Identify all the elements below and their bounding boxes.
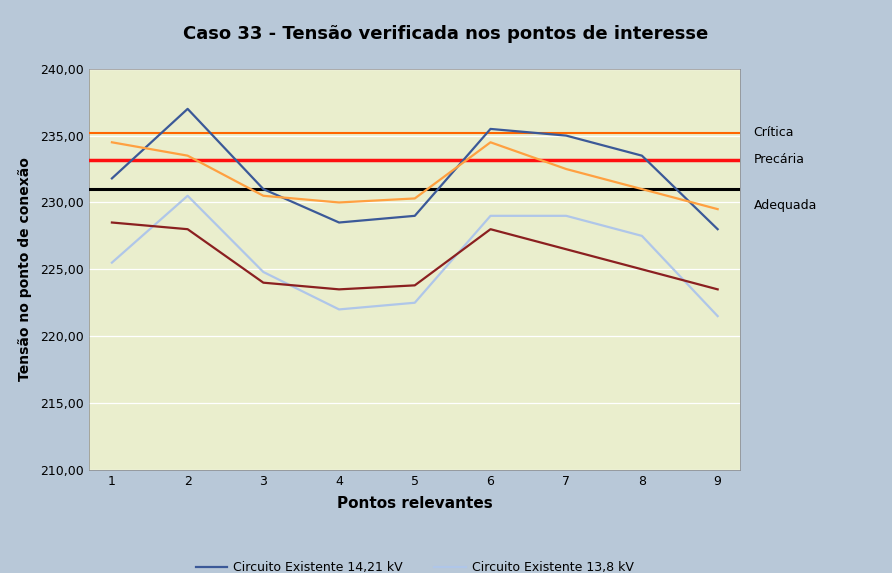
- Y-axis label: Tensão no ponto de conexão: Tensão no ponto de conexão: [18, 158, 32, 381]
- Text: Crítica: Crítica: [754, 127, 794, 139]
- Text: Precária: Precária: [754, 153, 805, 166]
- Text: Adequada: Adequada: [754, 199, 817, 211]
- X-axis label: Pontos relevantes: Pontos relevantes: [337, 496, 492, 511]
- Legend: Circuito Existente 14,21 kV, Circuito Dividido 14,21 kV, Circuito Existente 13,8: Circuito Existente 14,21 kV, Circuito Di…: [191, 556, 639, 573]
- Text: Caso 33 - Tensão verificada nos pontos de interesse: Caso 33 - Tensão verificada nos pontos d…: [184, 25, 708, 44]
